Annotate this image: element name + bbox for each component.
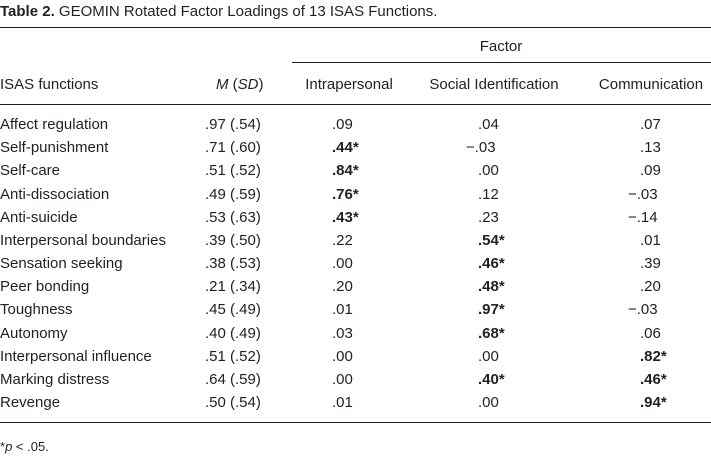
loading-cell: .00 bbox=[332, 255, 353, 273]
loading-cell: .01 bbox=[640, 231, 661, 249]
function-name: Toughness bbox=[0, 301, 73, 319]
table-caption: Table 2. GEOMIN Rotated Factor Loadings … bbox=[0, 3, 437, 21]
loading-cell: .00 bbox=[478, 162, 499, 180]
mean-sd-cell: .45 (.49) bbox=[205, 301, 261, 319]
function-name: Marking distress bbox=[0, 370, 110, 388]
function-name: Self-care bbox=[0, 162, 61, 180]
col-header-communication: Communication bbox=[598, 76, 704, 93]
mean-sd-cell: .49 (.59) bbox=[205, 185, 261, 203]
loading-cell: .13 bbox=[640, 139, 661, 157]
loading-cell: −.03 bbox=[466, 139, 496, 157]
loading-cell: .22 bbox=[332, 231, 353, 249]
loading-cell: .09 bbox=[640, 162, 661, 180]
m-label: M bbox=[216, 76, 229, 93]
col-header-social-identification: Social Identification bbox=[429, 76, 559, 93]
function-name: Self-punishment bbox=[0, 139, 109, 157]
mean-sd-cell: .39 (.50) bbox=[205, 231, 261, 249]
header-rule bbox=[0, 104, 711, 105]
loading-cell: .43* bbox=[332, 208, 359, 226]
footnote: *p < .05. bbox=[0, 438, 49, 456]
footnote-p: p bbox=[5, 439, 13, 454]
sd-label: SD bbox=[237, 76, 259, 93]
loading-cell: .46* bbox=[640, 370, 667, 388]
col-header-msd: M (SD) bbox=[216, 76, 264, 93]
loading-cell: .68* bbox=[478, 324, 505, 342]
mean-sd-cell: .38 (.53) bbox=[205, 255, 261, 273]
loading-cell: −.14 bbox=[628, 208, 658, 226]
loading-cell: .94* bbox=[640, 394, 667, 412]
loading-cell: .00 bbox=[332, 370, 353, 388]
loading-cell: .00 bbox=[478, 394, 499, 412]
function-name: Peer bonding bbox=[0, 278, 90, 296]
footnote-symbol: * bbox=[0, 439, 6, 454]
mean-sd-cell: .53 (.63) bbox=[205, 208, 261, 226]
loading-cell: .09 bbox=[332, 116, 353, 133]
function-name: Sensation seeking bbox=[0, 255, 123, 273]
bottom-rule bbox=[0, 422, 711, 423]
loading-cell: .39 bbox=[640, 255, 661, 273]
factor-group-rule bbox=[292, 62, 711, 63]
loading-cell: .82* bbox=[640, 347, 667, 365]
caption-label: Table 2. bbox=[0, 3, 55, 20]
col-header-functions: ISAS functions bbox=[0, 76, 99, 93]
function-name: Autonomy bbox=[0, 324, 68, 342]
factor-group-header: Factor bbox=[479, 38, 523, 55]
loading-cell: .01 bbox=[332, 394, 353, 412]
loading-cell: .20 bbox=[640, 278, 661, 296]
loading-cell: .04 bbox=[478, 116, 499, 133]
mean-sd-cell: .71 (.60) bbox=[205, 139, 261, 157]
mean-sd-cell: .51 (.52) bbox=[205, 162, 261, 180]
function-name: Anti-dissociation bbox=[0, 185, 110, 203]
loading-cell: .06 bbox=[640, 324, 661, 342]
mean-sd-cell: .40 (.49) bbox=[205, 324, 261, 342]
loading-cell: .48* bbox=[478, 278, 505, 296]
loading-cell: .00 bbox=[332, 347, 353, 365]
mean-sd-cell: .50 (.54) bbox=[205, 394, 261, 412]
function-name: Interpersonal influence bbox=[0, 347, 152, 365]
caption-text: GEOMIN Rotated Factor Loadings of 13 ISA… bbox=[58, 3, 438, 20]
loading-cell: −.03 bbox=[628, 185, 658, 203]
loading-cell: .44* bbox=[332, 139, 359, 157]
mean-sd-cell: .21 (.34) bbox=[205, 278, 261, 296]
mean-sd-cell: .97 (.54) bbox=[205, 116, 261, 133]
loading-cell: .46* bbox=[478, 255, 505, 273]
loading-cell: .20 bbox=[332, 278, 353, 296]
mean-sd-cell: .64 (.59) bbox=[205, 370, 261, 388]
loading-cell: .84* bbox=[332, 162, 359, 180]
col-header-intrapersonal: Intrapersonal bbox=[305, 76, 393, 93]
mean-sd-cell: .51 (.52) bbox=[205, 347, 261, 365]
loading-cell: .76* bbox=[332, 185, 359, 203]
function-name: Affect regulation bbox=[0, 116, 109, 133]
loading-cell: −.03 bbox=[628, 301, 658, 319]
loading-cell: .23 bbox=[478, 208, 499, 226]
loading-cell: .12 bbox=[478, 185, 499, 203]
loading-cell: .54* bbox=[478, 231, 505, 249]
function-name: Interpersonal boundaries bbox=[0, 231, 166, 249]
loading-cell: .07 bbox=[640, 116, 661, 133]
function-name: Anti-suicide bbox=[0, 208, 78, 226]
loading-cell: .01 bbox=[332, 301, 353, 319]
loading-cell: .40* bbox=[478, 370, 505, 388]
footnote-text: < .05. bbox=[12, 439, 49, 454]
top-rule bbox=[0, 27, 711, 28]
function-name: Revenge bbox=[0, 394, 61, 412]
loading-cell: .97* bbox=[478, 301, 505, 319]
loading-cell: .00 bbox=[478, 347, 499, 365]
loading-cell: .03 bbox=[332, 324, 353, 342]
